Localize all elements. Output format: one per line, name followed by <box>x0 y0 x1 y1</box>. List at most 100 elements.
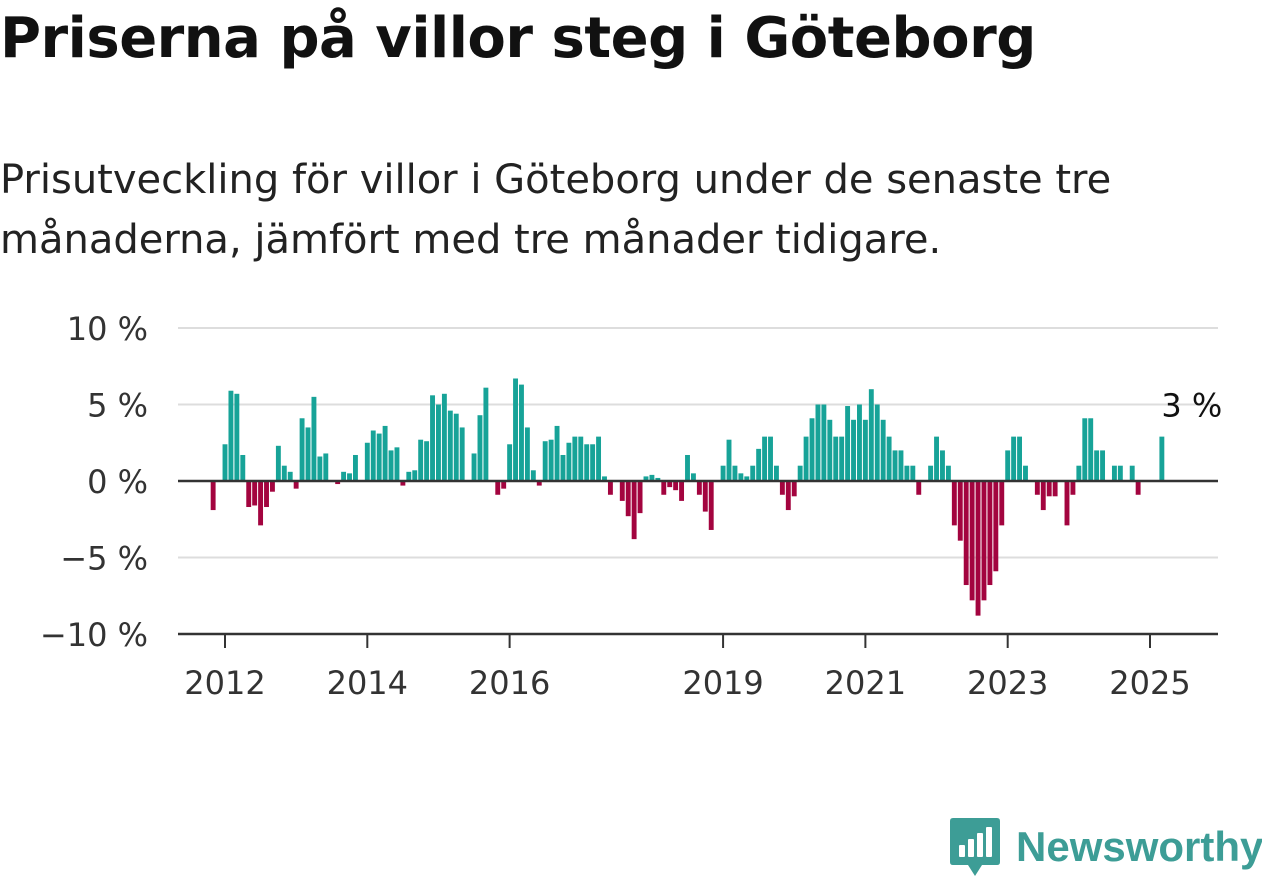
bar <box>495 481 501 495</box>
bar <box>228 390 234 481</box>
bar <box>548 439 554 481</box>
bar <box>376 433 382 481</box>
bar <box>750 465 756 481</box>
bar <box>418 439 424 481</box>
bar <box>845 406 851 481</box>
bar <box>370 430 376 481</box>
bar <box>934 436 939 481</box>
bar <box>661 481 667 495</box>
y-tick-label: −5 % <box>60 540 148 578</box>
bar <box>839 436 845 481</box>
brand-name: Newsworthy <box>1016 823 1262 870</box>
bar <box>963 481 969 586</box>
bar <box>868 389 874 481</box>
bar <box>904 465 910 481</box>
brand-logo: Newsworthy <box>950 818 1262 876</box>
bar <box>447 410 453 481</box>
bar <box>602 476 607 481</box>
y-tick-label: −10 % <box>40 616 148 654</box>
bar <box>305 427 311 481</box>
bar <box>1117 465 1123 481</box>
bar <box>530 470 536 481</box>
bar <box>1064 481 1070 526</box>
bar <box>1159 436 1165 481</box>
bar <box>471 453 477 481</box>
bar <box>619 481 625 501</box>
bar <box>762 436 768 481</box>
y-tick-label: 10 % <box>67 310 148 348</box>
y-tick-label: 5 % <box>87 387 148 425</box>
bar <box>1070 481 1076 495</box>
bar <box>815 404 821 481</box>
bar <box>400 481 406 486</box>
bar <box>993 481 999 572</box>
bar <box>732 465 738 481</box>
bar <box>898 450 904 481</box>
bar <box>720 465 726 481</box>
bar <box>501 481 507 489</box>
bar <box>1088 418 1094 481</box>
bar <box>483 387 489 481</box>
bar <box>554 425 560 481</box>
bar <box>916 481 922 495</box>
bar <box>637 481 643 514</box>
bar <box>892 450 898 481</box>
bar <box>1076 465 1082 481</box>
bar <box>756 448 762 481</box>
bar <box>584 444 590 481</box>
bar <box>886 436 892 481</box>
bar <box>364 442 370 481</box>
bar <box>524 427 530 481</box>
bar <box>341 471 347 481</box>
bar <box>335 481 341 485</box>
bar <box>436 404 441 481</box>
bar <box>797 465 803 481</box>
bar <box>210 481 216 511</box>
bar <box>957 481 963 541</box>
bar <box>851 419 856 481</box>
bar <box>625 481 631 517</box>
bar <box>323 453 329 481</box>
bar <box>631 481 637 540</box>
bar <box>560 454 566 481</box>
bar <box>536 481 542 486</box>
bar <box>1094 450 1100 481</box>
bar <box>821 404 827 481</box>
x-tick-label: 2016 <box>469 664 550 702</box>
bar <box>945 465 951 481</box>
bar <box>347 473 352 481</box>
bar <box>809 418 815 481</box>
bar <box>607 481 613 495</box>
bar <box>1005 450 1011 481</box>
bar <box>240 454 246 481</box>
bar <box>1046 481 1052 497</box>
bar <box>685 454 690 481</box>
bar <box>578 436 584 481</box>
bar <box>981 481 987 601</box>
bar <box>519 384 524 481</box>
bar <box>679 481 685 501</box>
last-value-label: 3 % <box>1161 387 1222 425</box>
bar <box>269 481 275 492</box>
bar <box>1017 436 1022 481</box>
bar <box>999 481 1005 526</box>
bar <box>690 473 696 481</box>
x-tick-label: 2012 <box>184 664 265 702</box>
bar <box>1135 481 1141 495</box>
bar <box>430 395 435 481</box>
bar <box>299 418 305 481</box>
bar <box>726 439 732 481</box>
bar <box>655 477 661 481</box>
bar <box>791 481 797 497</box>
bar <box>353 454 358 481</box>
bar <box>768 436 773 481</box>
bar-chart: 10 % 5 % 0 % −5 % −10 % 2012 2014 2016 2019 2021 2… <box>40 310 1222 702</box>
bar <box>803 436 809 481</box>
bar <box>388 450 394 481</box>
bar <box>910 465 916 481</box>
bar <box>406 471 412 481</box>
bar <box>311 396 317 481</box>
bar <box>702 481 708 512</box>
bar <box>696 481 702 495</box>
bar <box>773 465 779 481</box>
